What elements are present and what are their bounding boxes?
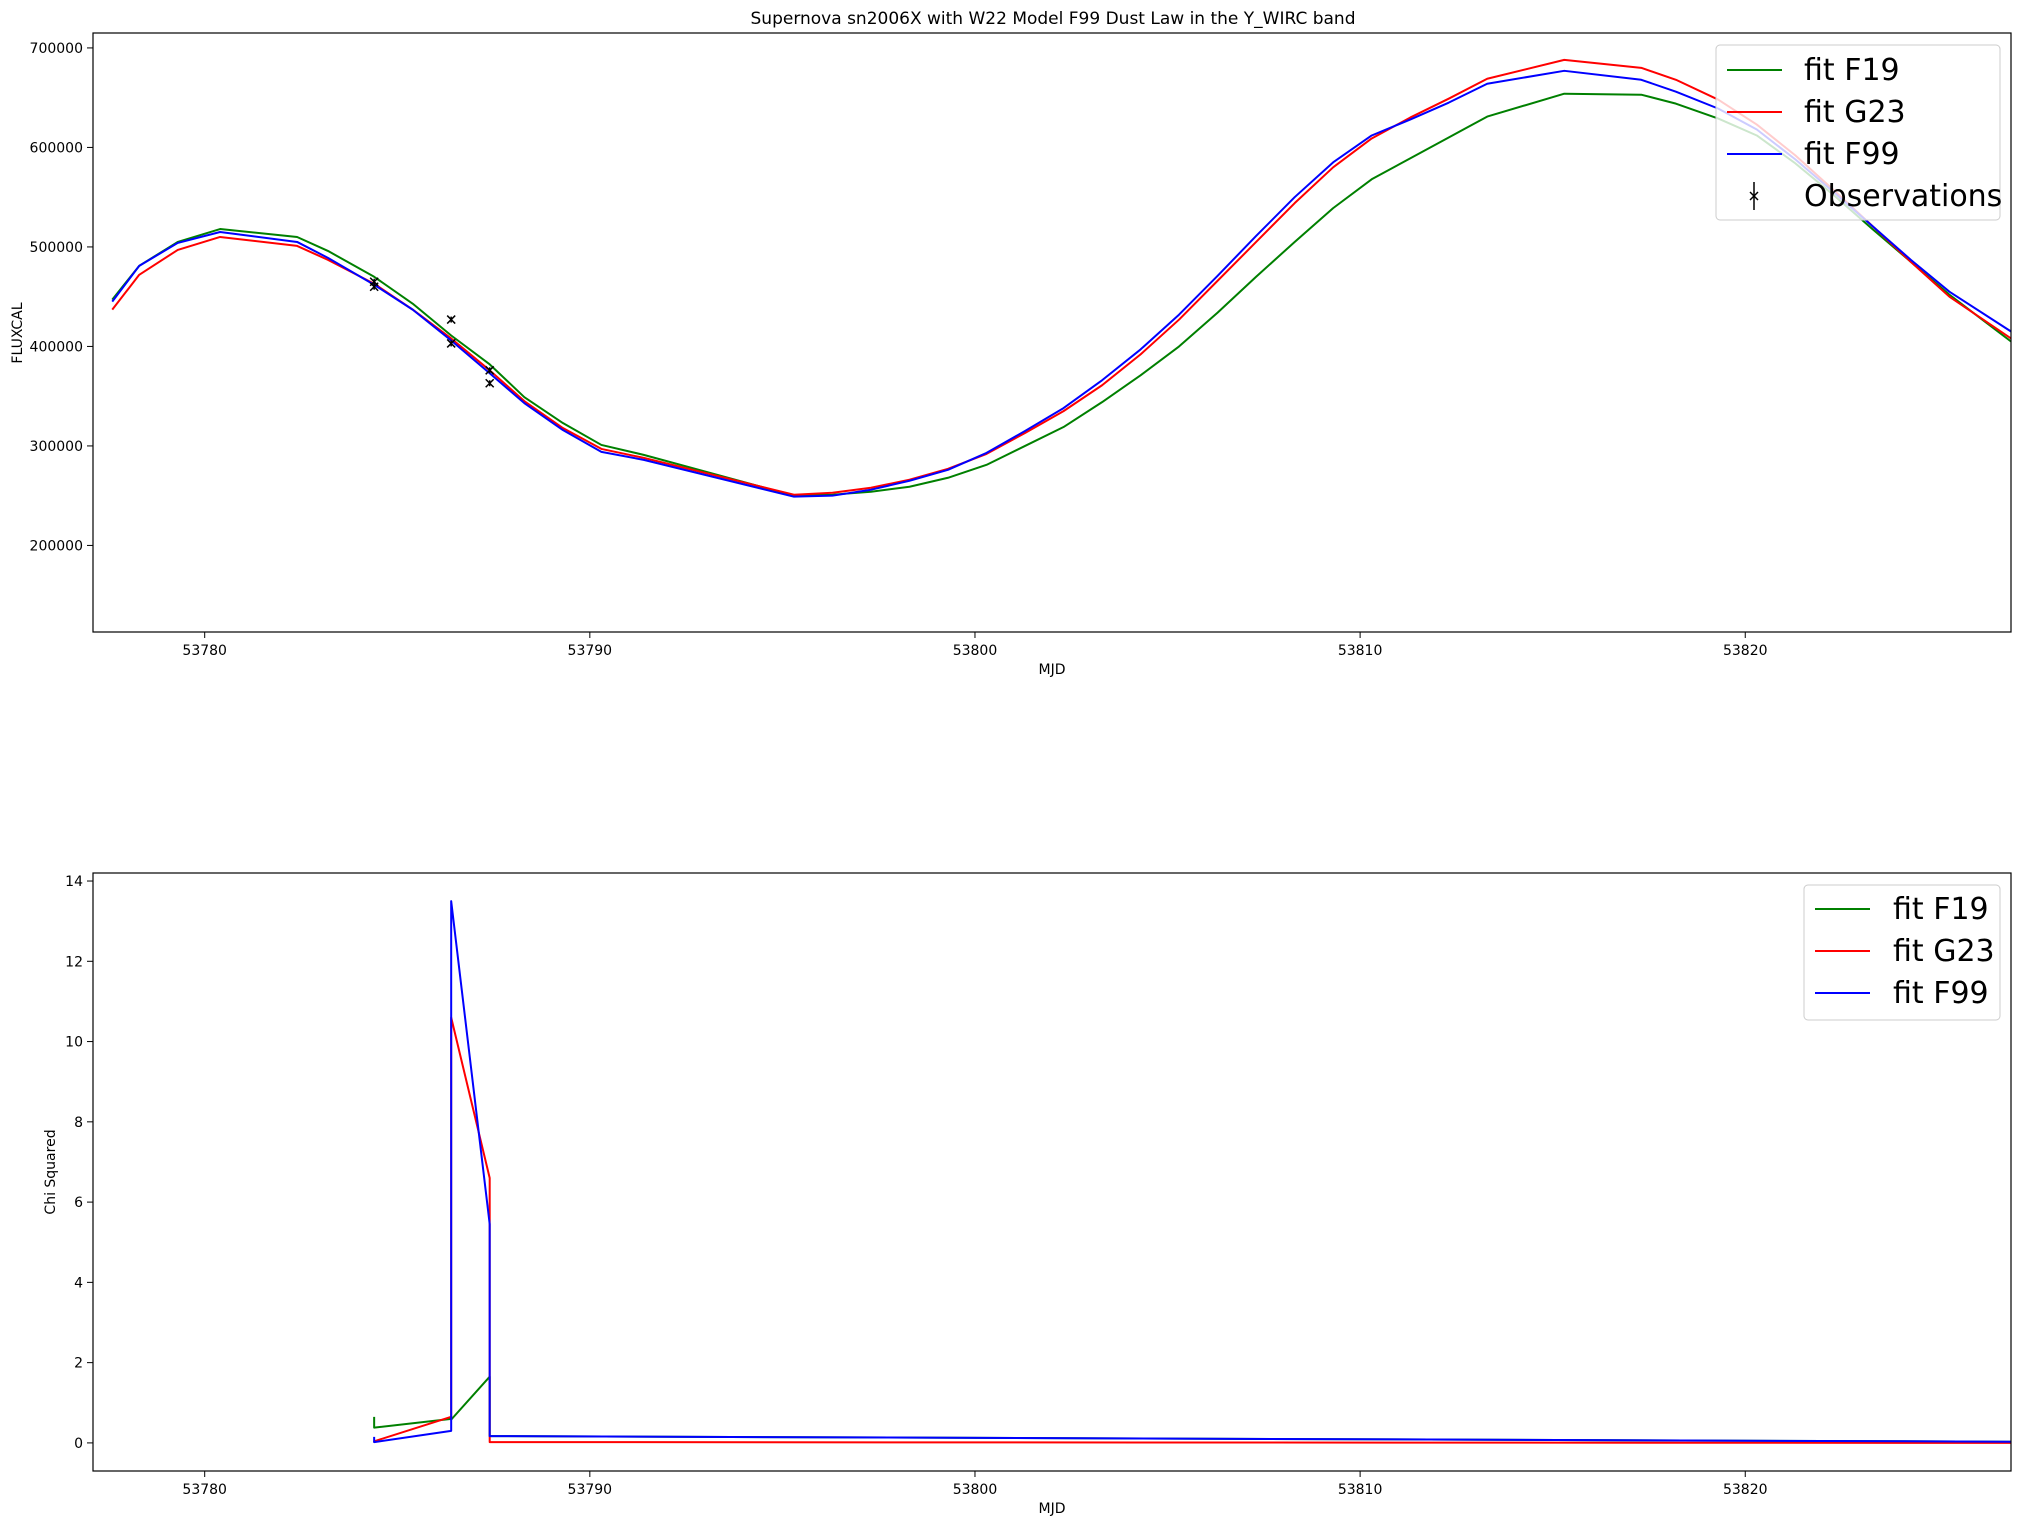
chi-squared-legend-box [1803,884,2001,1021]
chi-squared-x-tick-label: 53780 [182,1482,227,1498]
flux-legend-swatch-observations [1749,182,1759,210]
chi-squared-y-tick-label: 6 [74,1195,83,1211]
chi-squared-y-tick-label: 0 [74,1436,83,1452]
chi-squared-legend: fit F19 fit G23 fit F99 [1803,884,2001,1021]
chi-squared-series-line-fit-f99 [373,900,2011,1444]
flux-y-tick-label: 600000 [30,140,83,156]
chi-squared-x-ticks: 53780 53790 53800 53810 53820 [182,1471,1768,1498]
flux-legend-label-f99: fit F99 [1804,137,1900,172]
chi-squared-y-tick-label: 8 [74,1115,83,1131]
chi-squared-y-tick-label: 2 [74,1356,83,1372]
chi-squared-legend-label-f99: fit F99 [1893,976,1989,1011]
flux-x-tick-label: 53820 [1723,643,1768,659]
chi-squared-x-tick-label: 53800 [953,1482,998,1498]
flux-x-tick-label: 53780 [182,643,227,659]
chi-squared-x-tick-label: 53790 [568,1482,613,1498]
chi-squared-x-tick-label: 53810 [1338,1482,1383,1498]
flux-x-ticks: 53780 53790 53800 53810 53820 [182,632,1768,659]
observation-point [446,338,456,348]
flux-legend-label-f19: fit F19 [1804,53,1900,88]
observation-point [446,315,456,325]
flux-panel: Supernova sn2006X with W22 Model F99 Dus… [10,9,2012,678]
chi-squared-y-tick-label: 12 [65,954,83,970]
flux-y-axis-label: FLUXCAL [10,302,26,363]
flux-plot-area [111,58,2011,498]
flux-series-line-fit-f99 [111,69,2011,498]
chi-squared-y-tick-label: 14 [65,874,83,890]
flux-x-tick-label: 53810 [1338,643,1383,659]
flux-y-tick-label: 200000 [30,538,83,554]
chi-squared-x-tick-label: 53820 [1723,1482,1768,1498]
flux-series-line-fit-f19 [111,92,2011,497]
flux-legend-label-g23: fit G23 [1804,95,1906,130]
chi-squared-y-ticks: 0 2 4 6 8 10 12 14 [65,874,93,1452]
flux-legend: fit F19 fit G23 fit F99 Observations [1715,44,2002,221]
chi-squared-y-tick-label: 10 [65,1035,83,1051]
flux-axes-frame [92,32,2012,633]
chi-squared-plot-area [373,900,2011,1444]
flux-x-axis-label: MJD [1039,662,1066,678]
flux-y-tick-label: 500000 [30,240,83,256]
flux-chart-title: Supernova sn2006X with W22 Model F99 Dus… [751,9,1356,29]
observation-point [485,365,495,375]
chi-squared-legend-label-f19: fit F19 [1893,892,1989,927]
flux-y-tick-label: 400000 [30,339,83,355]
flux-y-tick-label: 300000 [30,439,83,455]
chi-squared-y-axis-label: Chi Squared [43,1129,59,1214]
chi-squared-axes-frame [92,872,2012,1472]
observation-point [485,378,495,388]
observation-point [369,282,379,292]
flux-legend-box [1715,44,2001,221]
chi-squared-panel: 53780 53790 53800 53810 53820 0 2 4 6 8 10 12 14 MJ… [43,872,2012,1517]
chi-squared-legend-label-g23: fit G23 [1893,934,1995,969]
flux-y-ticks: 200000 300000 400000 500000 600000 700000 [30,41,93,554]
flux-y-tick-label: 700000 [30,41,83,57]
flux-x-tick-label: 53800 [953,643,998,659]
flux-x-tick-label: 53790 [568,643,613,659]
chi-squared-x-axis-label: MJD [1039,1501,1066,1517]
flux-legend-label-observations: Observations [1804,179,2002,214]
chi-squared-y-tick-label: 4 [74,1275,83,1291]
